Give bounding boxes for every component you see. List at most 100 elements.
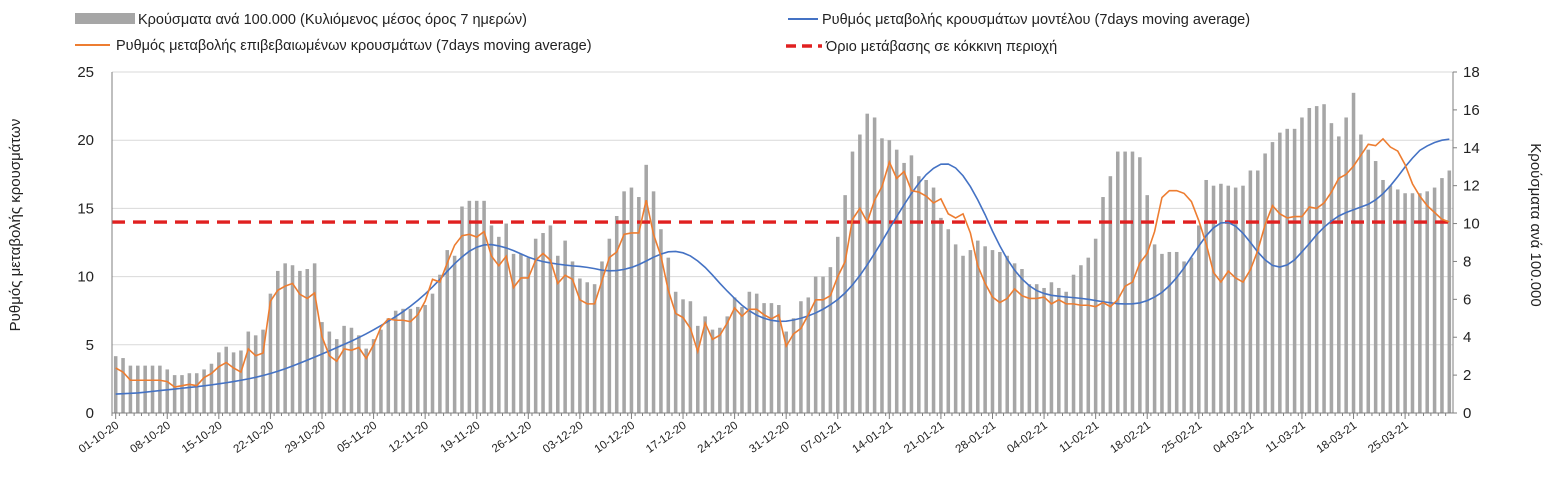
bar: [298, 270, 302, 413]
bar: [799, 301, 803, 413]
x-tick-label: 28-01-21: [954, 420, 999, 456]
bar: [1101, 197, 1105, 413]
bar: [541, 233, 545, 413]
bar: [747, 291, 752, 413]
y-axis-right-ticks: 0 2 4 6 8 10 12 14 16 18: [1453, 64, 1480, 422]
y-left-tick-label: 15: [77, 200, 94, 217]
bar: [880, 138, 884, 413]
bar: [1108, 176, 1113, 413]
bar: [312, 263, 317, 413]
bar: [961, 255, 965, 413]
x-tick-label: 15-10-20: [180, 420, 225, 456]
bar: [968, 250, 973, 413]
x-tick-label: 11-02-21: [1057, 420, 1101, 456]
x-tick-label: 03-12-20: [541, 420, 586, 456]
bar: [688, 301, 693, 413]
bar: [548, 225, 553, 413]
y-right-tick-label: 6: [1463, 291, 1471, 308]
bar: [1138, 157, 1142, 413]
x-tick-label: 19-11-20: [439, 420, 483, 456]
bar: [246, 331, 251, 413]
bar: [1425, 191, 1429, 413]
bar: [769, 303, 774, 413]
bar: [710, 329, 715, 413]
bar: [858, 134, 862, 413]
x-tick-label: 31-12-20: [747, 420, 792, 456]
bar: [998, 251, 1002, 413]
bar: [268, 293, 273, 413]
bar: [563, 240, 567, 413]
x-tick-label: 11-03-21: [1264, 420, 1308, 456]
bar: [953, 244, 958, 413]
bar: [1027, 284, 1032, 413]
bar: [637, 197, 641, 413]
bar: [1248, 170, 1253, 413]
bar: [659, 229, 663, 413]
bar: [1219, 183, 1223, 413]
model-line: [115, 138, 1450, 395]
bar: [592, 284, 597, 413]
bar: [187, 373, 192, 413]
bar: [1300, 117, 1304, 413]
x-tick-label: 10-12-20: [593, 420, 638, 456]
bar: [482, 200, 486, 413]
bar: [121, 358, 125, 413]
bar: [894, 149, 899, 414]
bar: [519, 253, 523, 413]
bar: [924, 179, 928, 413]
bar: [1329, 123, 1334, 414]
bar: [401, 308, 405, 413]
bar: [253, 335, 258, 413]
bar: [290, 265, 295, 413]
bar: [1381, 179, 1385, 413]
bar: [379, 329, 383, 413]
x-tick-label: 04-03-21: [1211, 420, 1256, 456]
legend-label-model: Ρυθμός μεταβολής κρουσμάτων μοντέλου (7d…: [822, 12, 1250, 28]
y-right-tick-label: 8: [1463, 253, 1471, 270]
bar: [931, 187, 936, 413]
bar: [386, 318, 391, 413]
bar: [622, 191, 626, 413]
bar: [1447, 170, 1452, 413]
x-tick-label: 05-11-20: [335, 420, 379, 456]
y-left-tick-label: 10: [77, 269, 94, 286]
bar: [1042, 287, 1046, 413]
bar: [614, 215, 619, 413]
bar: [585, 282, 590, 413]
bar: [1307, 107, 1312, 414]
bar: [813, 276, 818, 413]
bar: [629, 187, 634, 413]
bar: [209, 363, 214, 413]
bar: [1123, 151, 1127, 413]
bar: [1263, 153, 1267, 413]
legend-swatch-bars: [75, 13, 135, 24]
bar: [1395, 189, 1400, 413]
x-tick-label: 18-02-21: [1108, 420, 1153, 456]
bar: [1351, 92, 1356, 413]
legend-item-threshold: Όριο μετάβασης σε κόκκινη περιοχή: [786, 39, 1057, 55]
bar: [217, 352, 221, 413]
bar: [1211, 185, 1216, 413]
bar: [1012, 263, 1017, 413]
x-tick-label: 08-10-20: [128, 420, 173, 456]
bar: [681, 299, 685, 413]
bar: [570, 261, 575, 413]
bar: [850, 151, 855, 413]
y-right-tick-label: 14: [1463, 140, 1480, 157]
x-tick-label: 17-12-20: [644, 420, 689, 456]
bar: [1020, 269, 1024, 413]
legend-label-bars: Κρούσματα ανά 100.000 (Κυλιόμενος μέσος …: [138, 12, 527, 28]
bar: [1093, 238, 1098, 413]
x-tick-label: 24-12-20: [696, 420, 741, 456]
bar: [416, 306, 420, 413]
bar: [393, 310, 398, 413]
bar: [887, 140, 892, 413]
x-tick-label: 07-01-21: [799, 420, 844, 456]
bar: [1197, 225, 1201, 413]
bar: [150, 365, 155, 413]
bar: [821, 276, 825, 413]
y-right-tick-label: 12: [1463, 178, 1480, 195]
bar: [283, 263, 287, 413]
bar: [1366, 149, 1371, 414]
